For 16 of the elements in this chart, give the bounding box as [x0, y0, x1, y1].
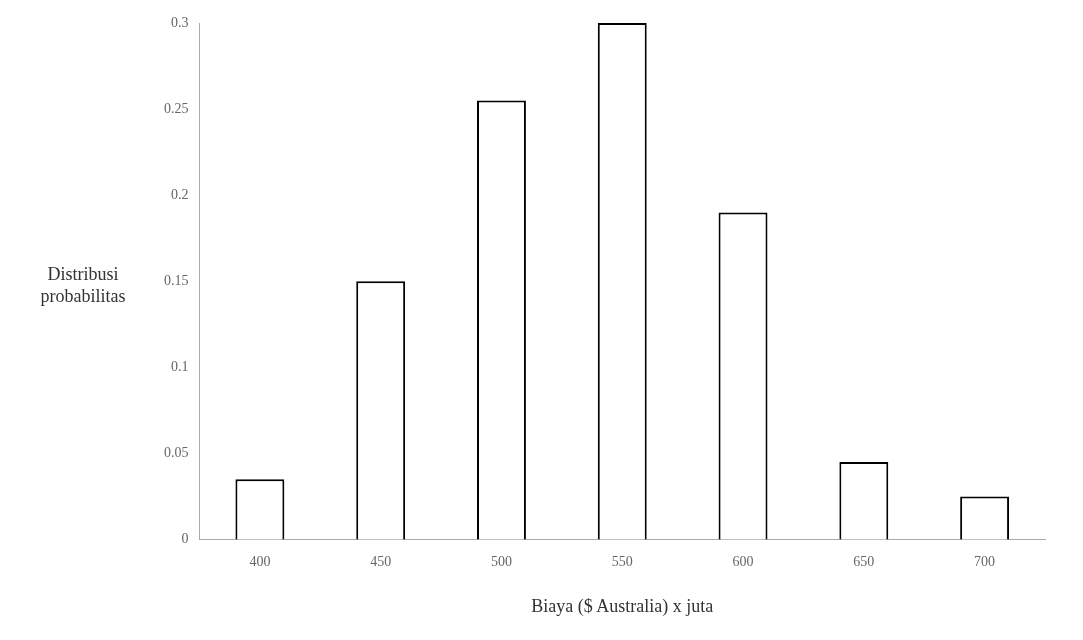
- y-tick-label: 0.15: [164, 272, 189, 288]
- x-tick-label: 400: [249, 553, 271, 569]
- y-tick-label: 0.3: [171, 14, 189, 30]
- y-tick-label: 0: [181, 531, 189, 547]
- x-tick-label: 450: [370, 553, 392, 569]
- y-axis-title: Distribusi probabilitas: [39, 263, 127, 307]
- y-tick-label: 0.25: [164, 100, 189, 116]
- x-tick-label: 700: [974, 553, 996, 569]
- x-tick-label: 650: [853, 553, 875, 569]
- x-tick-label: 550: [611, 553, 633, 569]
- x-tick-label: 500: [490, 553, 512, 569]
- x-axis-title: Biaya ($ Australia) x juta: [531, 595, 714, 617]
- y-tick-label: 0.2: [171, 186, 189, 202]
- x-tick-label: 600: [732, 553, 754, 569]
- y-tick-label: 0.05: [164, 445, 189, 461]
- y-tick-label: 0.1: [171, 359, 189, 375]
